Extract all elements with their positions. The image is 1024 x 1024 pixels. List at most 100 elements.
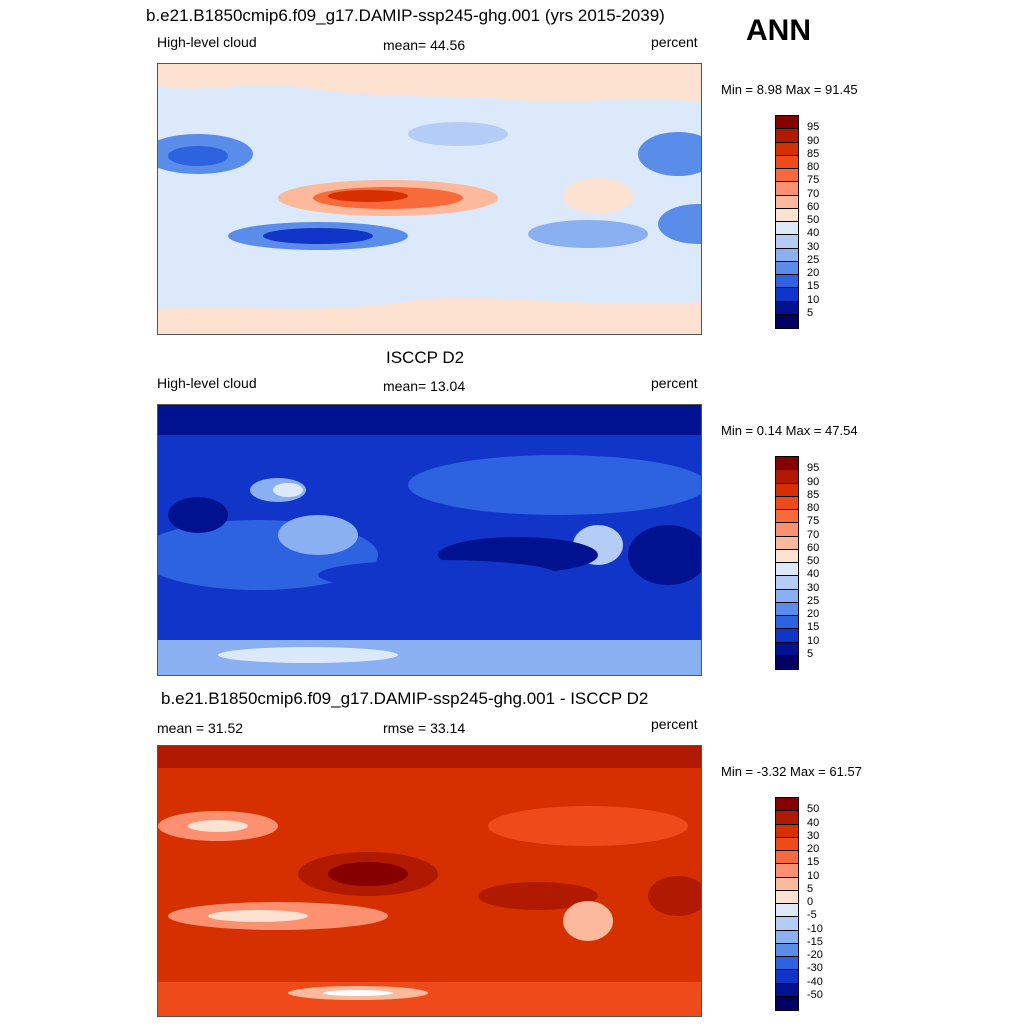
colorbar-tick-label: 10 — [807, 293, 820, 306]
colorbar-swatch — [776, 235, 798, 249]
colorbar-tick-label: 15 — [807, 856, 820, 869]
colorbar-swatch — [776, 996, 798, 1010]
colorbar-tick-label: -10 — [807, 922, 823, 935]
colorbar-swatch — [776, 930, 798, 944]
colorbar-swatch — [776, 864, 798, 878]
panel1-minmax: Min = 8.98 Max = 91.45 — [721, 82, 858, 97]
colorbar-tick-label: 90 — [807, 134, 820, 147]
colorbar-tick-label: 15 — [807, 621, 820, 634]
colorbar-swatch — [776, 483, 798, 497]
panel3-title: b.e21.B1850cmip6.f09_g17.DAMIP-ssp245-gh… — [161, 689, 649, 708]
panel1-title: b.e21.B1850cmip6.f09_g17.DAMIP-ssp245-gh… — [146, 6, 665, 25]
colorbar-tick-label: 30 — [807, 581, 820, 594]
colorbar-swatch — [776, 496, 798, 510]
colorbar-tick-label: 10 — [807, 869, 820, 882]
colorbar-swatch — [776, 970, 798, 984]
colorbar-tick-label: 95 — [807, 121, 820, 134]
colorbar-swatch — [776, 288, 798, 302]
season-label: ANN — [746, 14, 811, 47]
colorbar-tick-label: 0 — [807, 896, 814, 908]
panel2-mean-label: mean= 13.04 — [383, 378, 466, 394]
colorbar-swatch — [776, 957, 798, 971]
panel1-colorbar — [775, 115, 799, 329]
panel2-colorbar — [775, 456, 799, 670]
colorbar-tick-label: 40 — [807, 816, 820, 829]
colorbar-tick-label: 70 — [807, 528, 820, 541]
colorbar-swatch — [776, 798, 798, 812]
panel3-mean-label: mean = 31.52 — [157, 720, 244, 736]
panel3-minmax: Min = -3.32 Max = 61.57 — [721, 764, 862, 779]
panel1-variable-label: High-level cloud — [157, 34, 257, 50]
colorbar-tick-label: 10 — [807, 634, 820, 647]
colorbar-swatch — [776, 261, 798, 275]
colorbar-tick-label: 50 — [807, 803, 820, 816]
colorbar-tick-label: 50 — [807, 214, 820, 226]
colorbar-tick-label: 5 — [807, 882, 814, 895]
panel2-minmax: Min = 0.14 Max = 47.54 — [721, 423, 858, 438]
colorbar-swatch — [776, 589, 798, 603]
colorbar-tick-label: 25 — [807, 253, 820, 266]
colorbar-swatch — [776, 943, 798, 957]
colorbar-swatch — [776, 142, 798, 156]
colorbar-swatch — [776, 116, 798, 130]
colorbar-swatch — [776, 602, 798, 616]
colorbar-tick-label: 80 — [807, 502, 820, 514]
colorbar-tick-label: 5 — [807, 306, 814, 319]
colorbar-tick-label: 30 — [807, 240, 820, 253]
colorbar-tick-label: 20 — [807, 608, 820, 620]
colorbar-swatch — [776, 904, 798, 918]
colorbar-swatch — [776, 182, 798, 196]
colorbar-swatch — [776, 549, 798, 563]
colorbar-tick-label: 60 — [807, 541, 820, 554]
colorbar-swatch — [776, 983, 798, 997]
colorbar-swatch — [776, 890, 798, 904]
colorbar-tick-label: 85 — [807, 147, 820, 160]
panel3-colorbar — [775, 797, 799, 1011]
panel2-title: ISCCP D2 — [386, 348, 465, 367]
panel2-units-label: percent — [651, 375, 698, 391]
colorbar-swatch — [776, 917, 798, 931]
colorbar-tick-label: -20 — [807, 949, 823, 961]
colorbar-swatch — [776, 169, 798, 183]
colorbar-swatch — [776, 301, 798, 315]
colorbar-swatch — [776, 457, 798, 471]
panel3-map — [157, 745, 702, 1017]
panel1-units-label: percent — [651, 34, 698, 50]
panel1-mean-label: mean= 44.56 — [383, 37, 466, 53]
colorbar-swatch — [776, 248, 798, 262]
colorbar-tick-label: -30 — [807, 962, 823, 975]
colorbar-swatch — [776, 616, 798, 630]
colorbar-tick-label: 20 — [807, 843, 820, 855]
colorbar-swatch — [776, 629, 798, 643]
colorbar-swatch — [776, 275, 798, 289]
colorbar-tick-label: 95 — [807, 462, 820, 475]
colorbar-tick-label: 40 — [807, 227, 820, 240]
panel1-map — [157, 63, 702, 335]
colorbar-tick-label: -40 — [807, 975, 823, 988]
panel2-variable-label: High-level cloud — [157, 375, 257, 391]
colorbar-swatch — [776, 877, 798, 891]
colorbar-swatch — [776, 824, 798, 838]
colorbar-tick-label: -50 — [807, 988, 823, 1001]
colorbar-tick-label: 30 — [807, 829, 820, 842]
panel3-units-label: percent — [651, 716, 698, 732]
colorbar-tick-label: 70 — [807, 187, 820, 200]
panel2-map — [157, 404, 702, 676]
colorbar-swatch — [776, 851, 798, 865]
colorbar-swatch — [776, 642, 798, 656]
colorbar-swatch — [776, 314, 798, 328]
colorbar-swatch — [776, 576, 798, 590]
colorbar-swatch — [776, 208, 798, 222]
colorbar-swatch — [776, 655, 798, 669]
colorbar-tick-label: -5 — [807, 909, 817, 922]
colorbar-swatch — [776, 510, 798, 524]
colorbar-swatch — [776, 523, 798, 537]
colorbar-tick-label: 75 — [807, 174, 820, 187]
colorbar-swatch — [776, 837, 798, 851]
colorbar-swatch — [776, 563, 798, 577]
colorbar-swatch — [776, 811, 798, 825]
colorbar-swatch — [776, 470, 798, 484]
colorbar-tick-label: 80 — [807, 161, 820, 173]
colorbar-tick-label: 5 — [807, 647, 814, 660]
colorbar-swatch — [776, 129, 798, 143]
